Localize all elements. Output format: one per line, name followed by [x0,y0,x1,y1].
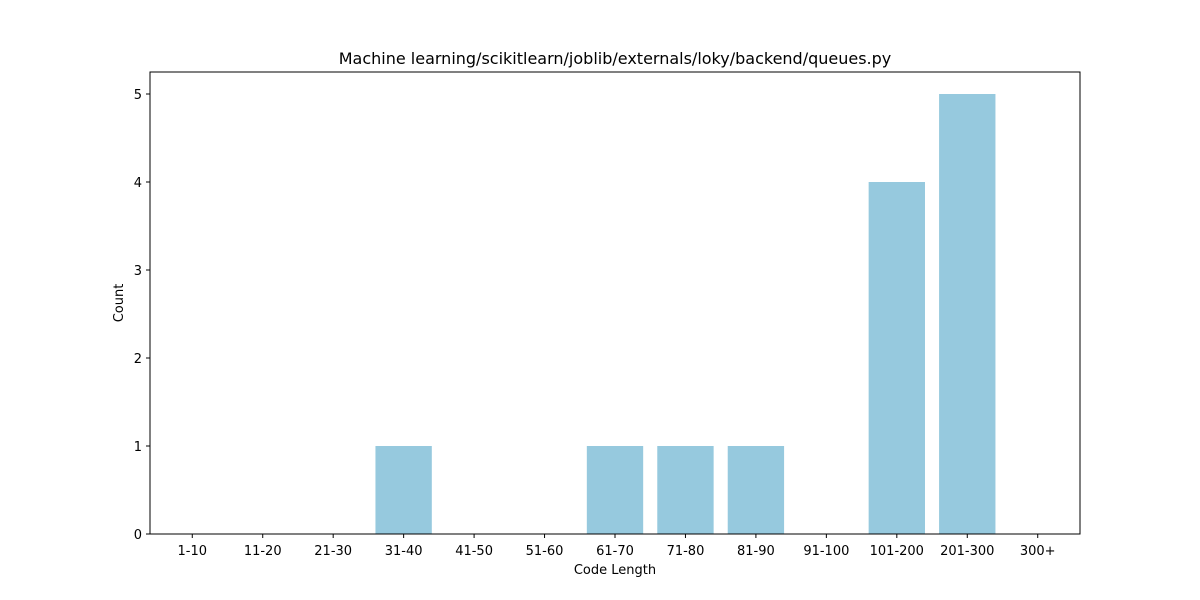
y-tick-label: 3 [134,264,142,279]
chart-title: Machine learning/scikitlearn/joblib/exte… [339,49,892,68]
x-tick-label: 41-50 [455,544,493,559]
y-tick-label: 1 [134,440,142,455]
y-tick-label: 2 [134,352,142,367]
x-tick-label: 91-100 [803,544,849,559]
x-axis-label: Code Length [574,563,656,578]
y-axis-label: Count [112,284,127,323]
bar-71-80 [657,446,714,534]
x-tick-label: 61-70 [596,544,634,559]
y-axis-ticks: 0 1 2 3 4 5 [134,88,150,543]
bar-61-70 [586,446,644,534]
bar-81-90 [727,446,785,534]
x-tick-label: 101-200 [870,544,924,559]
x-tick-label: 81-90 [737,544,775,559]
x-tick-label: 11-20 [244,544,282,559]
bar-101-200 [868,182,925,534]
x-tick-label: 201-300 [940,544,994,559]
x-tick-label: 51-60 [526,544,564,559]
x-axis-ticks: 1-10 11-20 21-30 31-40 41-50 51-60 61-70 71-80 8… [178,534,1056,559]
x-tick-label: 21-30 [314,544,352,559]
y-tick-label: 0 [134,528,142,543]
x-tick-label: 31-40 [385,544,423,559]
y-tick-label: 5 [134,88,142,103]
bar-31-40 [375,446,432,534]
bars-group [375,94,996,534]
x-tick-label: 1-10 [178,544,208,559]
x-tick-label: 71-80 [667,544,705,559]
plot-frame [149,71,1081,535]
x-tick-label: 300+ [1020,544,1056,559]
y-tick-label: 4 [134,176,142,191]
bar-201-300 [939,94,996,534]
